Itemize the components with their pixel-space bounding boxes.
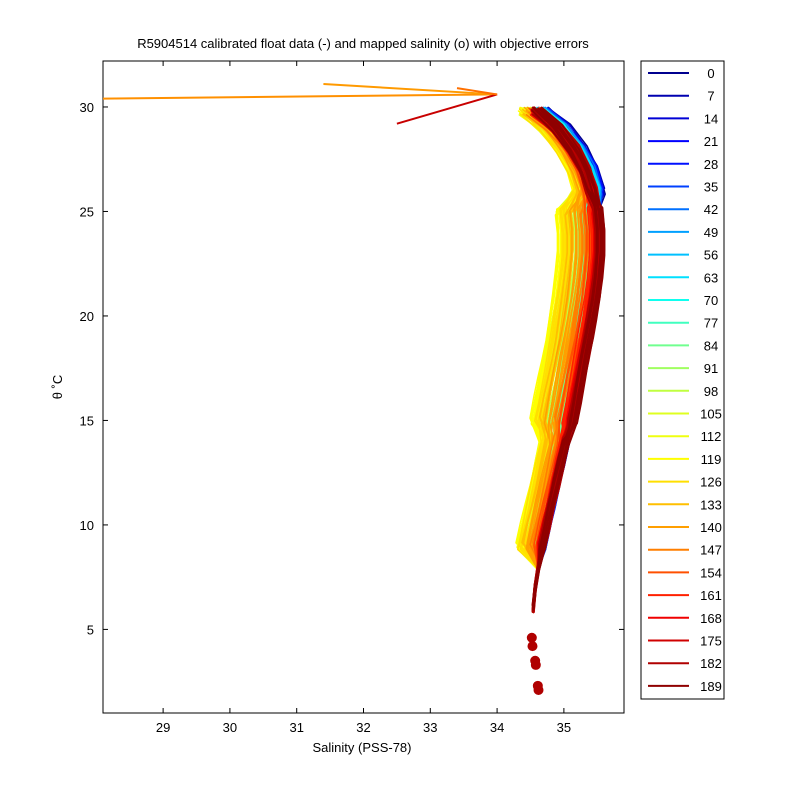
chart-title: R5904514 calibrated float data (-) and m… (137, 36, 589, 51)
legend-label: 21 (704, 134, 718, 149)
x-tick-label: 33 (423, 720, 437, 735)
legend-label: 133 (700, 497, 722, 512)
surface-outlier-line (103, 93, 498, 100)
profile-line (523, 106, 581, 607)
x-tick-label: 29 (156, 720, 170, 735)
legend-label: 112 (701, 429, 722, 444)
legend-label: 0 (707, 66, 714, 81)
mapped-salinity-point (530, 659, 541, 670)
legend-label: 28 (704, 157, 718, 172)
x-tick-label: 34 (490, 720, 504, 735)
legend-label: 98 (704, 384, 718, 399)
y-tick-label: 5 (87, 622, 94, 637)
x-tick-label: 32 (356, 720, 370, 735)
legend-items: 0 7 14 21 28 35 42 49 56 63 70 77 84 91 98 105 112 119 126… (648, 66, 722, 694)
x-tick-label: 30 (223, 720, 237, 735)
legend-label: 91 (704, 361, 718, 376)
legend-label: 182 (700, 656, 722, 671)
legend-label: 7 (707, 89, 714, 104)
legend-label: 56 (704, 248, 718, 263)
surface-outlier-line (396, 93, 498, 125)
legend: 0 7 14 21 28 35 42 49 56 63 70 77 84 91 98 105 112 119 126… (640, 60, 725, 700)
legend-label: 35 (704, 180, 718, 195)
legend-label: 126 (700, 475, 722, 490)
axis-layer: 29 30 31 32 33 34 35 5 10 15 20 25 30 (80, 61, 624, 735)
y-tick-label: 25 (80, 204, 94, 219)
legend-label: 42 (704, 202, 718, 217)
mapped-salinity-point (526, 632, 537, 643)
profile-line (528, 107, 588, 611)
legend-label: 147 (700, 543, 722, 558)
legend-label: 119 (701, 452, 722, 467)
legend-label: 84 (704, 338, 718, 353)
x-tick-label: 31 (289, 720, 303, 735)
y-tick-label: 20 (80, 309, 94, 324)
legend-label: 140 (700, 520, 722, 535)
legend-label: 105 (700, 407, 722, 422)
legend-label: 168 (700, 611, 722, 626)
mapped-salinity-point (533, 685, 544, 696)
legend-label: 77 (704, 316, 718, 331)
legend-frame (640, 60, 725, 700)
x-tick-label: 35 (557, 720, 571, 735)
x-axis-label: Salinity (PSS-78) (313, 740, 412, 755)
legend-label: 63 (704, 270, 718, 285)
legend-label: 14 (704, 111, 718, 126)
y-tick-label: 10 (80, 518, 94, 533)
profile-line (532, 108, 602, 606)
profile-line (531, 109, 606, 606)
series-layer (103, 82, 606, 614)
legend-label: 49 (704, 225, 718, 240)
legend-label: 70 (704, 293, 718, 308)
y-axis-label: θ ˚C (50, 375, 65, 400)
legend-label: 175 (700, 634, 722, 649)
plot-area (102, 60, 625, 714)
y-tick-label: 15 (80, 413, 94, 428)
surface-outlier-line (456, 87, 498, 96)
surface-outlier-line (323, 82, 498, 96)
legend-label: 161 (700, 588, 722, 603)
y-tick-label: 30 (80, 100, 94, 115)
mapped-salinity-point (527, 641, 538, 652)
point-layer (526, 632, 544, 696)
legend-label: 154 (700, 565, 722, 580)
legend-label: 189 (700, 679, 722, 694)
